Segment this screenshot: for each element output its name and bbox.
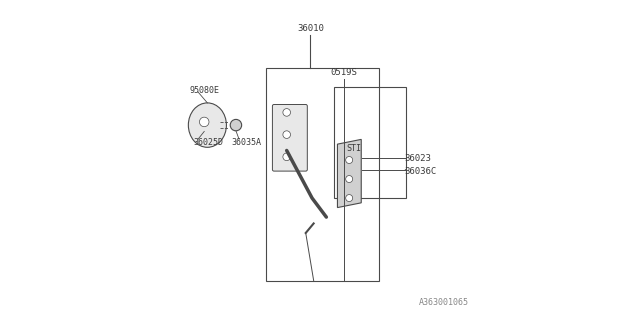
Circle shape: [283, 108, 291, 116]
Bar: [266, 68, 379, 281]
Text: 95080E: 95080E: [190, 86, 220, 95]
Text: 36035A: 36035A: [231, 138, 261, 147]
Circle shape: [200, 117, 209, 127]
Text: 36036C: 36036C: [404, 167, 436, 176]
Text: 36025D: 36025D: [193, 138, 223, 147]
Text: A363001065: A363001065: [419, 298, 469, 307]
Text: 36023: 36023: [404, 154, 431, 163]
Polygon shape: [337, 140, 361, 208]
Circle shape: [346, 176, 353, 182]
Ellipse shape: [188, 103, 227, 147]
Text: 0519S: 0519S: [330, 68, 357, 77]
Circle shape: [230, 119, 242, 131]
Bar: [334, 87, 406, 198]
FancyBboxPatch shape: [273, 105, 307, 171]
Circle shape: [283, 131, 291, 139]
Circle shape: [346, 156, 353, 164]
Text: STI: STI: [346, 144, 362, 153]
Circle shape: [346, 195, 353, 202]
Text: 36010: 36010: [297, 24, 324, 33]
Circle shape: [283, 153, 291, 161]
